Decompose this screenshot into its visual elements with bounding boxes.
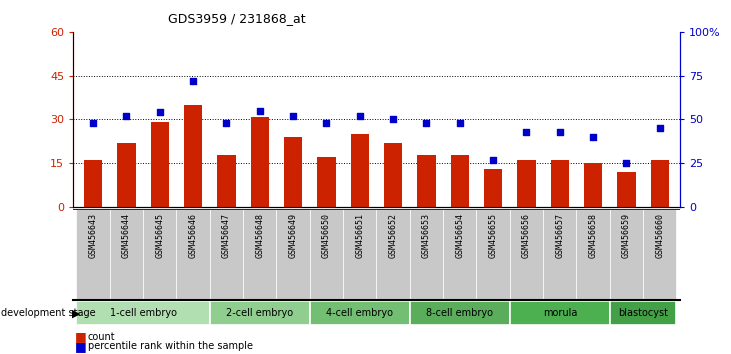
Bar (151, 122, 169, 207)
Text: ▶: ▶ (72, 308, 80, 318)
Point (254, 108, 265, 114)
Bar (117, 143, 136, 207)
Point (321, 120, 333, 126)
Bar (143, 209, 176, 299)
Bar (417, 154, 436, 207)
Bar (610, 209, 643, 299)
Bar (643, 209, 676, 299)
Bar (84, 160, 102, 207)
Bar (550, 160, 569, 207)
Text: GSM456657: GSM456657 (556, 213, 564, 258)
Bar (617, 172, 636, 207)
Bar (251, 116, 269, 207)
Point (554, 129, 566, 135)
Bar (176, 209, 210, 299)
Text: GSM456648: GSM456648 (255, 213, 265, 258)
Bar (651, 160, 669, 207)
Bar (376, 209, 410, 299)
Bar (210, 301, 310, 325)
Text: 2-cell embryo: 2-cell embryo (226, 308, 293, 318)
Text: GSM456643: GSM456643 (88, 213, 98, 258)
Text: GSM456660: GSM456660 (655, 213, 664, 258)
Point (454, 120, 466, 126)
Bar (450, 154, 469, 207)
Bar (510, 209, 543, 299)
Bar (77, 301, 210, 325)
Text: 1-cell embryo: 1-cell embryo (110, 308, 177, 318)
Bar (510, 301, 610, 325)
Bar (343, 209, 376, 299)
Point (420, 120, 432, 126)
Point (587, 134, 599, 140)
Text: morula: morula (542, 308, 577, 318)
Text: percentile rank within the sample: percentile rank within the sample (88, 341, 253, 351)
Bar (184, 105, 202, 207)
Text: blastocyst: blastocyst (618, 308, 668, 318)
Text: GSM456653: GSM456653 (422, 213, 431, 258)
Text: GSM456658: GSM456658 (588, 213, 598, 258)
Text: GSM456650: GSM456650 (322, 213, 331, 258)
Bar (610, 301, 676, 325)
Bar (276, 209, 310, 299)
Point (488, 157, 499, 162)
Text: GSM456646: GSM456646 (189, 213, 197, 258)
Text: GSM456645: GSM456645 (155, 213, 164, 258)
Text: GDS3959 / 231868_at: GDS3959 / 231868_at (168, 12, 306, 25)
Bar (384, 143, 402, 207)
Text: GSM456651: GSM456651 (355, 213, 364, 258)
Bar (477, 209, 510, 299)
Point (187, 78, 199, 84)
Bar (577, 209, 610, 299)
Point (87, 120, 99, 126)
Bar (410, 301, 510, 325)
Text: GSM456656: GSM456656 (522, 213, 531, 258)
Bar (317, 158, 336, 207)
Text: 8-cell embryo: 8-cell embryo (426, 308, 493, 318)
Text: development stage: development stage (1, 308, 95, 318)
Point (520, 129, 532, 135)
Text: GSM456655: GSM456655 (488, 213, 498, 258)
Bar (77, 209, 110, 299)
Text: GSM456647: GSM456647 (222, 213, 231, 258)
Point (221, 120, 232, 126)
Text: ■: ■ (75, 331, 87, 343)
Bar (310, 209, 343, 299)
Bar (210, 209, 243, 299)
Bar (217, 154, 235, 207)
Point (121, 113, 132, 119)
Text: GSM456652: GSM456652 (389, 213, 398, 258)
Bar (518, 160, 536, 207)
Point (621, 160, 632, 166)
Text: count: count (88, 332, 115, 342)
Bar (284, 137, 303, 207)
Bar (584, 163, 602, 207)
Bar (410, 209, 443, 299)
Text: GSM456649: GSM456649 (289, 213, 298, 258)
Text: GSM456659: GSM456659 (622, 213, 631, 258)
Bar (443, 209, 477, 299)
Bar (351, 134, 369, 207)
Bar (543, 209, 577, 299)
Bar (243, 209, 276, 299)
Point (154, 110, 166, 115)
Text: ■: ■ (75, 340, 87, 353)
Point (287, 113, 299, 119)
Text: GSM456644: GSM456644 (122, 213, 131, 258)
Bar (484, 169, 502, 207)
Point (654, 125, 666, 131)
Bar (110, 209, 143, 299)
Point (387, 117, 399, 122)
Text: 4-cell embryo: 4-cell embryo (326, 308, 393, 318)
Bar (310, 301, 410, 325)
Point (354, 113, 366, 119)
Text: GSM456654: GSM456654 (455, 213, 464, 258)
